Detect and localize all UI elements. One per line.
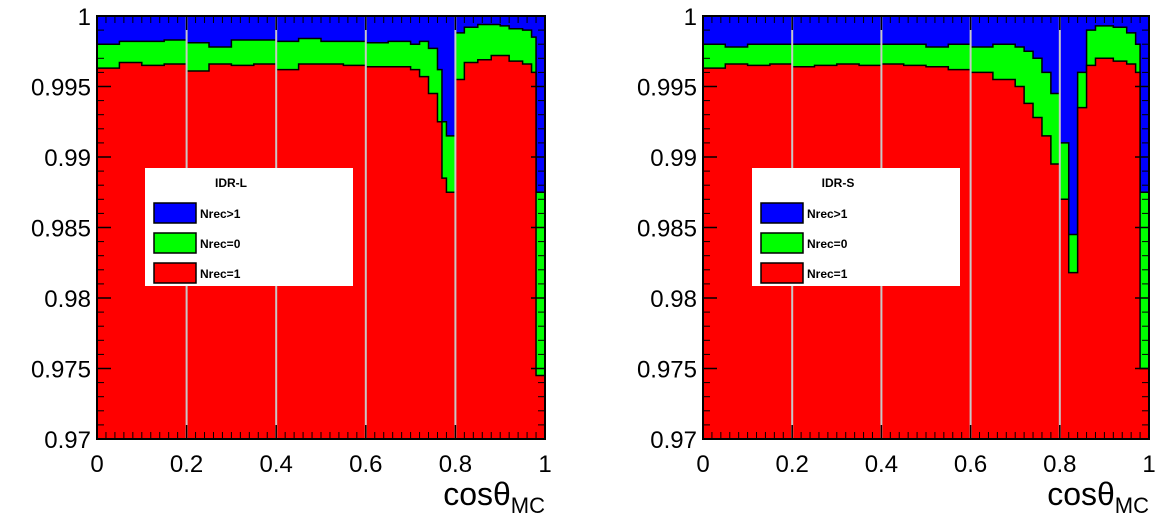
y-tick-label: 0.99 <box>650 145 697 172</box>
x-tick-label: 0.4 <box>865 451 898 478</box>
series-nrec-1-edge <box>97 54 545 377</box>
legend-swatch <box>153 262 197 284</box>
series-nrec-1-edge <box>703 57 1149 370</box>
x-tick-label: 0.2 <box>170 451 203 478</box>
y-tick-label: 0.975 <box>31 357 91 384</box>
panel-idr-l: 0 0.2 0.4 0.6 0.8 1 0.97 0.975 0.98 0.985 0.99 0.99… <box>31 4 552 518</box>
legend-entry-label: Nrec=1 <box>200 267 241 281</box>
x-tick-label: 0.8 <box>439 451 472 478</box>
x-tick-label: 0.6 <box>349 451 382 478</box>
series-nrec-0-edge <box>97 23 545 193</box>
x-tick-label: 1 <box>538 451 551 478</box>
legend-swatch <box>760 202 804 224</box>
legend-swatch <box>153 202 197 224</box>
panel-idr-s: 0 0.2 0.4 0.6 0.8 1 0.97 0.975 0.98 0.985 0.99 0.99… <box>637 4 1156 518</box>
y-tick-label: 0.985 <box>637 216 697 243</box>
series-nrec-0-edge <box>703 25 1149 236</box>
x-axis-title: cosθMC <box>443 476 545 518</box>
legend-entry-label: Nrec=1 <box>807 267 848 281</box>
x-tick-label: 0.4 <box>260 451 293 478</box>
legend-swatch <box>153 232 197 254</box>
legend: IDR-S Nrec>1 Nrec=0 Nrec=1 <box>752 168 960 286</box>
x-tick-label: 1 <box>1142 451 1155 478</box>
x-tick-label: 0.2 <box>776 451 809 478</box>
y-tick-label: 0.98 <box>650 286 697 313</box>
legend-entry-label: Nrec=0 <box>200 237 241 251</box>
x-tick-label: 0.6 <box>954 451 987 478</box>
legend-title: IDR-L <box>215 176 247 190</box>
y-tick-label: 0.985 <box>31 216 91 243</box>
x-axis-title: cosθMC <box>1047 476 1149 518</box>
x-tick-label: 0 <box>696 451 709 478</box>
y-tick-label: 0.99 <box>44 145 91 172</box>
y-tick-label: 0.975 <box>637 357 697 384</box>
y-tick-label: 0.995 <box>637 75 697 102</box>
legend-title: IDR-S <box>822 176 855 190</box>
y-tick-label: 1 <box>684 4 697 31</box>
x-tick-label: 0.8 <box>1043 451 1076 478</box>
legend-entry-label: Nrec=0 <box>807 237 848 251</box>
y-tick-label: 1 <box>78 4 91 31</box>
y-tick-label: 0.98 <box>44 286 91 313</box>
y-tick-label: 0.97 <box>44 427 91 454</box>
y-tick-label: 0.97 <box>650 427 697 454</box>
x-tick-label: 0 <box>90 451 103 478</box>
legend-swatch <box>760 262 804 284</box>
y-tick-label: 0.995 <box>31 75 91 102</box>
legend-swatch <box>760 232 804 254</box>
legend: IDR-L Nrec>1 Nrec=0 Nrec=1 <box>145 168 353 286</box>
legend-entry-label: Nrec>1 <box>200 207 241 221</box>
legend-entry-label: Nrec>1 <box>807 207 848 221</box>
